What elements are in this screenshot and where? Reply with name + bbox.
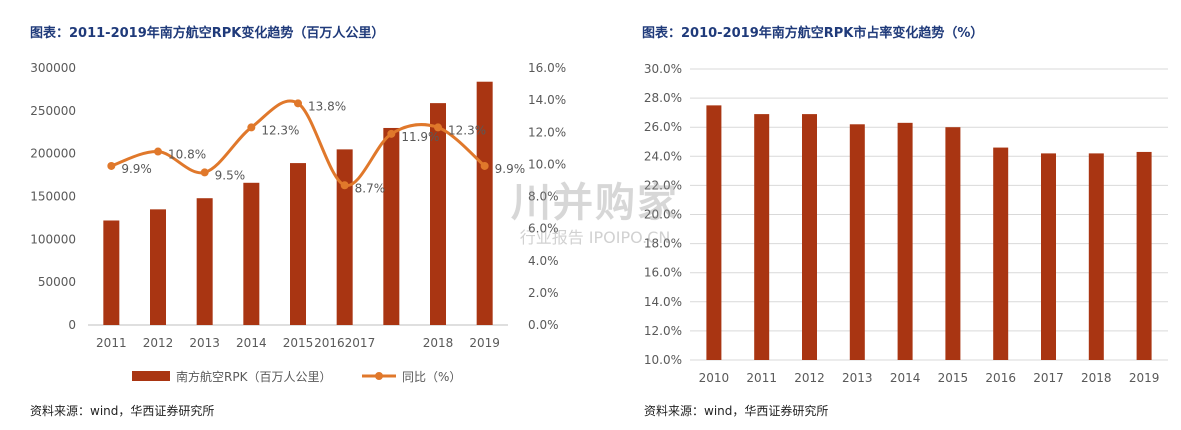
bar-market-share (897, 122, 913, 361)
x-tick-label: 2019 (469, 336, 500, 350)
yoy-data-label: 9.9% (121, 162, 152, 176)
x-tick-label: 2010 (699, 371, 730, 385)
y-left-tick-label: 50000 (38, 275, 76, 289)
x-tick-label: 20162017 (314, 336, 375, 350)
right-source-note: 资料来源：wind，华西证券研究所 (644, 404, 829, 418)
y-left-tick-label: 250000 (30, 104, 76, 118)
bar-market-share (945, 127, 961, 360)
y-tick-label: 28.0% (644, 91, 682, 105)
bar-rpk (196, 198, 213, 325)
bar-market-share (1088, 153, 1104, 360)
y-tick-label: 16.0% (644, 266, 682, 280)
y-tick-label: 10.0% (644, 353, 682, 367)
legend-bar-swatch (132, 371, 170, 381)
y-tick-label: 22.0% (644, 178, 682, 192)
x-tick-label: 2018 (423, 336, 454, 350)
yoy-point (107, 161, 116, 170)
y-tick-label: 20.0% (644, 208, 682, 222)
y-left-tick-label: 0 (68, 318, 76, 332)
x-tick-label: 2016 (985, 371, 1016, 385)
y-left-tick-label: 100000 (30, 232, 76, 246)
yoy-data-label: 12.3% (261, 123, 299, 137)
bar-rpk (243, 182, 260, 325)
x-tick-label: 2014 (236, 336, 267, 350)
y-right-tick-label: 0.0% (528, 318, 559, 332)
x-tick-label: 2015 (283, 336, 314, 350)
y-left-tick-label: 200000 (30, 147, 76, 161)
bar-market-share (802, 114, 817, 360)
bar-market-share (1136, 151, 1152, 360)
x-tick-label: 2019 (1129, 371, 1160, 385)
bar-market-share (706, 105, 722, 360)
x-tick-label: 2012 (143, 336, 174, 350)
right-chart-panel: 图表：2010-2019年南方航空RPK市占率变化趋势（%） 10.0% 12.0… (620, 0, 1181, 430)
yoy-point (247, 123, 256, 132)
bar-rpk (430, 103, 446, 325)
y-tick-label: 24.0% (644, 149, 682, 163)
bar-rpk (383, 127, 400, 325)
legend-line-label: 同比（%） (402, 370, 461, 384)
x-tick-label: 2011 (746, 371, 777, 385)
yoy-data-label: 9.9% (495, 162, 525, 176)
x-tick-label: 2017 (1033, 371, 1064, 385)
bar-rpk (336, 149, 353, 325)
legend-line-marker (375, 372, 383, 380)
bar-market-share (1041, 153, 1056, 360)
legend-bar-label: 南方航空RPK（百万人公里） (176, 369, 331, 384)
yoy-point (387, 129, 396, 138)
yoy-point (294, 99, 302, 108)
x-tick-label: 2015 (938, 371, 969, 385)
bar-market-share (849, 124, 865, 360)
y-right-tick-label: 2.0% (528, 286, 559, 300)
bar-market-share (993, 147, 1009, 360)
bar-market-share (754, 114, 770, 360)
y-right-tick-label: 16.0% (528, 61, 566, 75)
right-chart-svg: 10.0% 12.0% 14.0% 16.0% 18.0% 20.0% 22.0% 24.0%… (644, 62, 1168, 385)
bar-rpk (290, 163, 306, 325)
yoy-data-label: 12.3% (448, 123, 486, 137)
left-chart-svg: 0 50000 100000 150000 200000 250000 300000 0.0%… (30, 61, 566, 384)
yoy-point (480, 161, 489, 170)
yoy-data-label: 8.7% (355, 181, 386, 195)
x-tick-label: 2013 (189, 336, 220, 350)
y-left-tick-label: 150000 (30, 190, 76, 204)
yoy-data-label: 13.8% (308, 99, 346, 113)
left-chart-panel: 图表：2011-2019年南方航空RPK变化趋势（百万人公里） 0 50000 10… (30, 26, 566, 418)
y-right-tick-label: 4.0% (528, 254, 559, 268)
x-tick-label: 2018 (1081, 371, 1112, 385)
y-right-tick-label: 12.0% (528, 125, 566, 139)
yoy-point (154, 147, 162, 156)
yoy-data-label: 11.9% (401, 130, 439, 144)
y-tick-label: 12.0% (644, 324, 682, 338)
bar-rpk (476, 81, 493, 325)
left-chart-title: 图表：2011-2019年南方航空RPK变化趋势（百万人公里） (30, 26, 385, 41)
y-right-tick-label: 6.0% (528, 222, 559, 236)
yoy-point (340, 181, 349, 190)
yoy-data-label: 9.5% (215, 168, 246, 182)
bar-rpk (103, 220, 120, 325)
y-tick-label: 30.0% (644, 62, 682, 76)
y-right-tick-label: 10.0% (528, 157, 566, 171)
y-tick-label: 18.0% (644, 237, 682, 251)
x-tick-label: 2011 (96, 336, 127, 350)
right-chart-title: 图表：2010-2019年南方航空RPK市占率变化趋势（%） (642, 26, 984, 41)
x-tick-label: 2014 (890, 371, 921, 385)
y-right-tick-label: 8.0% (528, 190, 559, 204)
x-tick-label: 2012 (794, 371, 825, 385)
yoy-point (200, 168, 209, 177)
yoy-data-label: 10.8% (168, 148, 206, 162)
x-tick-label: 2013 (842, 371, 873, 385)
y-left-tick-label: 300000 (30, 61, 76, 75)
yoy-point (434, 123, 442, 132)
bar-rpk (150, 209, 166, 325)
y-right-tick-label: 14.0% (528, 93, 566, 107)
left-source-note: 资料来源：wind，华西证券研究所 (30, 404, 215, 418)
y-tick-label: 14.0% (644, 295, 682, 309)
y-tick-label: 26.0% (644, 120, 682, 134)
